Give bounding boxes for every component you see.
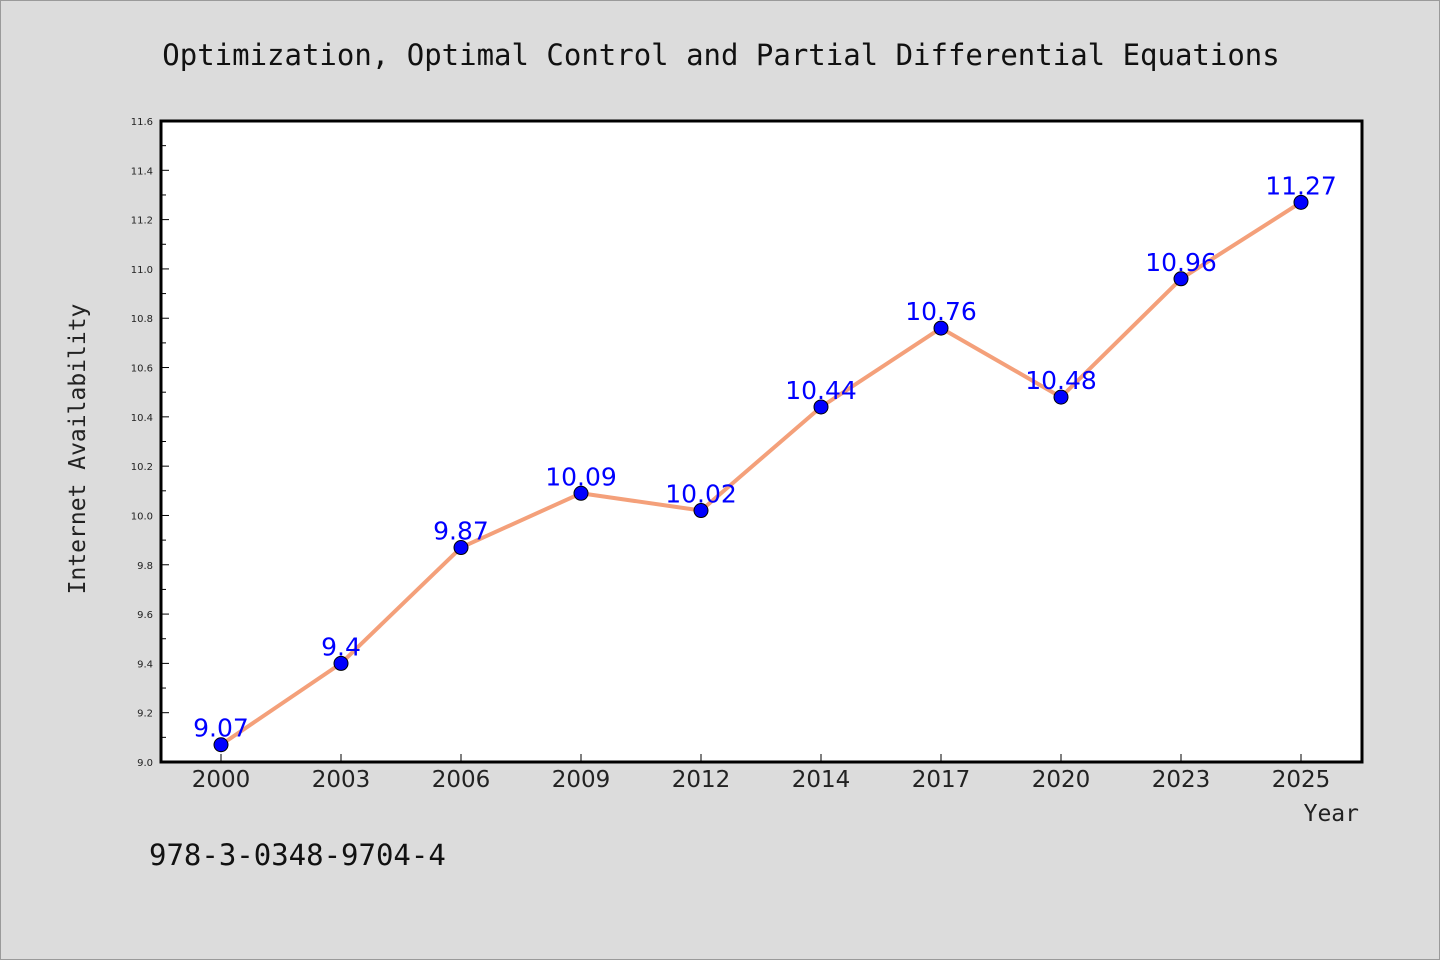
y-tick-label: 9.0 <box>137 758 153 769</box>
x-tick-label: 2025 <box>1272 767 1331 793</box>
data-label: 9.87 <box>433 517 489 546</box>
data-point <box>1053 389 1069 405</box>
x-tick-label: 2020 <box>1032 767 1091 793</box>
x-tick-label: 2003 <box>312 767 371 793</box>
y-tick-label: 9.4 <box>137 659 153 670</box>
x-tick-label: 2017 <box>912 767 971 793</box>
data-labels: 9.07 9.4 9.87 10.09 10.02 10.44 10.76 10.48 10.9… <box>193 171 1337 742</box>
x-tick-label: 2006 <box>432 767 491 793</box>
y-tick-label: 11.6 <box>131 117 153 128</box>
data-point <box>333 655 349 671</box>
data-point <box>813 399 829 415</box>
data-label: 9.4 <box>321 632 361 661</box>
y-tick-label: 10.6 <box>131 364 153 375</box>
x-axis: 2000 2003 2006 2009 2012 2014 2017 2020 2023 2025 <box>192 754 1331 793</box>
x-tick-label: 2000 <box>192 767 251 793</box>
y-tick-label: 9.6 <box>137 610 153 621</box>
data-label: 9.07 <box>193 714 249 743</box>
y-tick-label: 10.4 <box>131 413 153 424</box>
chart-title: Optimization, Optimal Control and Partia… <box>162 38 1279 72</box>
isbn-text: 978-3-0348-9704-4 <box>149 838 446 872</box>
y-tick-label: 11.4 <box>131 166 153 177</box>
y-tick-label: 11.2 <box>131 216 153 227</box>
y-axis-label: Internet Availability <box>65 304 91 595</box>
data-point <box>213 737 229 753</box>
x-tick-label: 2014 <box>792 767 851 793</box>
data-label: 10.09 <box>545 462 617 491</box>
data-label: 10.96 <box>1145 248 1217 277</box>
plot-area <box>159 119 1364 764</box>
data-label: 11.27 <box>1265 171 1337 200</box>
data-point <box>693 503 709 519</box>
x-tick-label: 2023 <box>1152 767 1211 793</box>
y-tick-label: 10.0 <box>131 511 153 522</box>
x-tick-label: 2009 <box>552 767 611 793</box>
y-tick-label: 11.0 <box>131 265 153 276</box>
data-point <box>933 320 949 336</box>
y-tick-label: 10.2 <box>131 462 153 473</box>
series-layer <box>213 194 1309 753</box>
data-label: 10.44 <box>785 376 857 405</box>
data-point <box>573 485 589 501</box>
x-axis-label: Year <box>1304 801 1359 827</box>
data-label: 10.76 <box>905 297 977 326</box>
x-tick-label: 2012 <box>672 767 731 793</box>
y-tick-label: 10.8 <box>131 314 153 325</box>
y-tick-label: 9.2 <box>137 709 153 720</box>
data-label: 10.48 <box>1025 366 1097 395</box>
data-point <box>1173 271 1189 287</box>
y-tick-label: 9.8 <box>137 561 153 572</box>
data-point <box>1293 194 1309 210</box>
data-point <box>453 540 469 556</box>
y-axis: 9.0 9.2 9.4 9.6 9.8 10.0 10.2 10.4 10.6 10.8 11.0 1… <box>131 117 169 769</box>
series-line <box>219 200 1303 747</box>
data-label: 10.02 <box>665 480 737 509</box>
